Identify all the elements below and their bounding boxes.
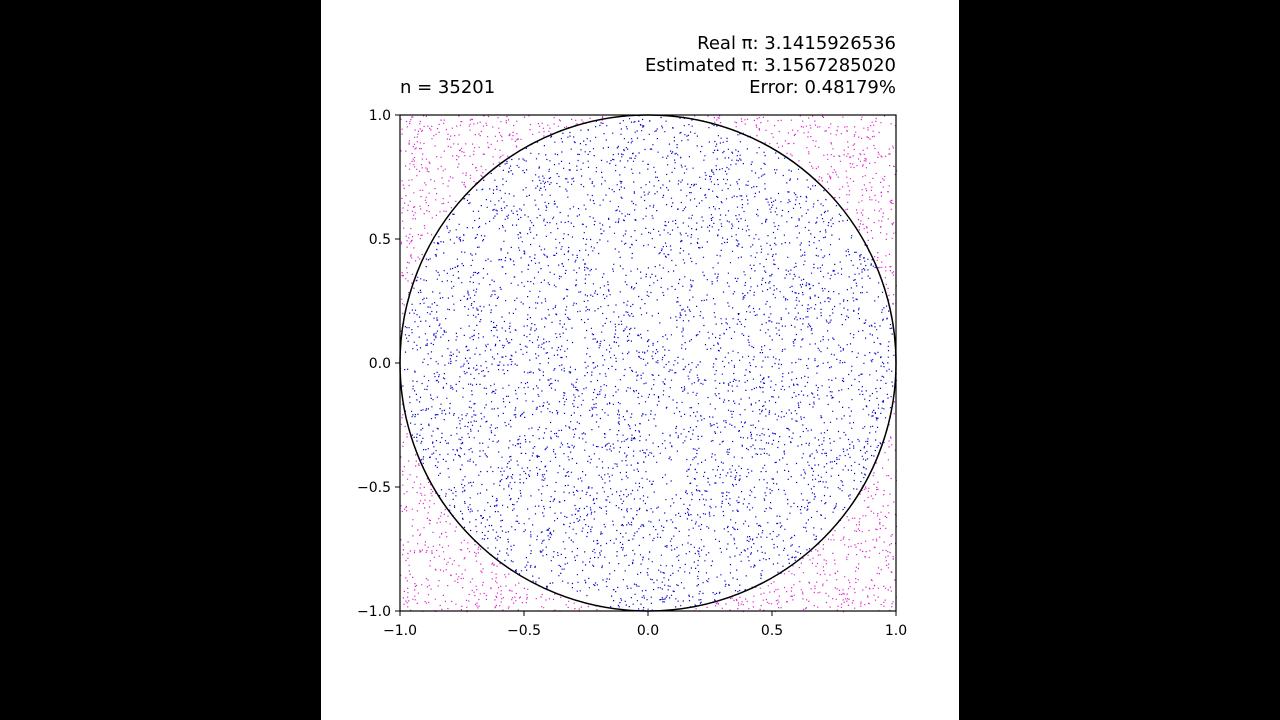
sample-count-label: n = 35201 bbox=[400, 77, 495, 98]
y-axis: −1.0 −0.5 0.0 0.5 1.0 bbox=[357, 108, 400, 620]
figure-frame: Real π: 3.1415926536 Estimated π: 3.1567… bbox=[321, 0, 959, 720]
x-tick-label: −1.0 bbox=[383, 623, 417, 639]
y-tick-label: 0.0 bbox=[369, 356, 391, 372]
x-tick-label: 0.5 bbox=[761, 623, 783, 639]
real-pi-label: Real π: 3.1415926536 bbox=[697, 33, 896, 54]
estimated-pi-label: Estimated π: 3.1567285020 bbox=[645, 55, 896, 76]
y-tick-label: 1.0 bbox=[369, 108, 391, 124]
x-tick-label: −0.5 bbox=[507, 623, 541, 639]
x-axis: −1.0 −0.5 0.0 0.5 1.0 bbox=[383, 611, 907, 639]
error-label: Error: 0.48179% bbox=[749, 77, 896, 98]
scatter-plot: Real π: 3.1415926536 Estimated π: 3.1567… bbox=[357, 33, 907, 639]
points-layer bbox=[400, 115, 898, 613]
x-tick-label: 0.0 bbox=[637, 623, 659, 639]
x-tick-label: 1.0 bbox=[885, 623, 907, 639]
y-tick-label: −1.0 bbox=[357, 604, 391, 620]
y-tick-label: 0.5 bbox=[369, 232, 391, 248]
inside-points bbox=[402, 115, 897, 611]
y-tick-label: −0.5 bbox=[357, 480, 391, 496]
